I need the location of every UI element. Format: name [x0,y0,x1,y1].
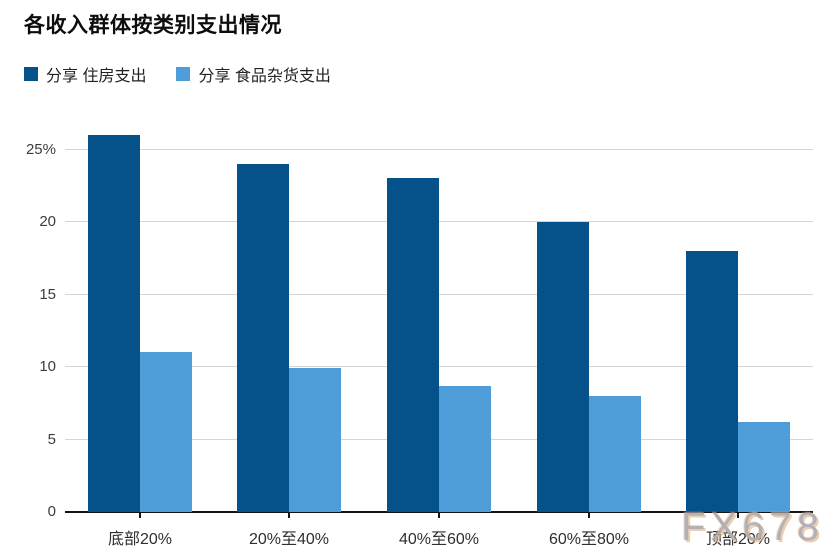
y-axis-tick-label: 15 [39,285,56,303]
legend-item-housing: 分享 住房支出 [24,62,146,86]
legend-item-groceries: 分享 食品杂货支出 [176,62,331,86]
bar-series1-20%至40% [289,368,341,512]
bar-series1-60%至80% [589,396,641,512]
y-axis-tick-label: 25% [25,140,56,158]
x-axis-tick [139,512,141,518]
y-axis-tick-label: 0 [47,503,56,520]
bar-chart-plot-area: 0 5 10 15 20 25% 底部20% 20%至40% 40%至60% 60%至80% 顶部2… [26,131,813,548]
legend-swatch-housing [24,67,38,81]
x-axis-category-label: 底部20% [107,531,173,548]
x-axis-tick [288,512,290,518]
bar-series0-40%至60% [387,178,439,512]
x-axis-category-label: 60%至80% [548,531,630,548]
x-axis-tick [737,512,739,518]
chart-title: 各收入群体按类别支出情况 [24,14,282,37]
y-axis-tick-label: 10 [39,358,56,375]
x-axis-tick [588,512,590,518]
bar-series0-60%至80% [537,222,589,512]
bar-series1-底部20% [140,352,192,512]
gridline-15 [65,293,813,295]
gridline-25 [65,148,813,150]
legend-label-groceries: 分享 食品杂货支出 [198,68,331,85]
legend: 分享 住房支出 分享 食品杂货支出 [24,62,331,86]
x-axis-tick [438,512,440,518]
x-axis-category-label: 40%至60% [398,531,480,548]
bar-series0-底部20% [88,135,140,512]
x-axis-category-label: 顶部20% [705,531,771,548]
x-axis-category-label: 20%至40% [248,531,330,548]
y-axis-tick-label: 20 [39,213,56,230]
legend-swatch-groceries [176,67,191,81]
bar-series1-顶部20% [738,422,790,512]
bar-series0-20%至40% [237,164,289,512]
watermark: FX678 [681,505,824,549]
gridline-20 [65,221,813,222]
y-axis-tick-label: 5 [47,430,56,448]
bar-series1-40%至60% [439,386,491,512]
bar-series0-顶部20% [686,251,738,512]
legend-label-housing: 分享 住房支出 [46,68,147,85]
gridline-10 [65,366,813,367]
